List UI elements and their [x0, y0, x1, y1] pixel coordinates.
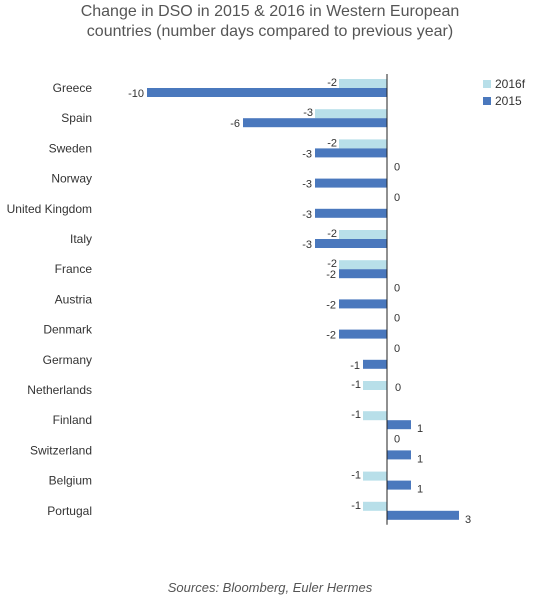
- data-label-2015-belgium: 1: [417, 484, 423, 496]
- data-label-2016f-france: -2: [327, 258, 337, 270]
- category-label-finland: Finland: [53, 413, 92, 427]
- category-label-spain: Spain: [61, 111, 92, 125]
- category-label-netherlands: Netherlands: [27, 383, 92, 397]
- data-label-2016f-germany: 0: [394, 343, 400, 355]
- bar-2015-italy: [315, 239, 387, 248]
- data-label-2015-finland: 1: [417, 423, 423, 435]
- category-label-united-kingdom: United Kingdom: [7, 202, 92, 216]
- data-label-2015-united-kingdom: -3: [302, 209, 312, 221]
- bar-2016f-sweden: [339, 139, 387, 149]
- data-label-2016f-italy: -2: [327, 228, 337, 240]
- bar-2015-austria: [339, 299, 387, 309]
- data-label-2015-norway: -3: [302, 179, 312, 191]
- data-label-2015-spain: -6: [230, 118, 240, 130]
- bar-2015-sweden: [315, 148, 387, 158]
- bar-2015-norway: [315, 178, 387, 188]
- category-label-denmark: Denmark: [43, 323, 93, 337]
- bar-2015-spain: [243, 118, 387, 128]
- category-label-italy: Italy: [70, 232, 92, 246]
- chart-title-line-2: countries (number days compared to previ…: [86, 23, 454, 40]
- data-label-2016f-denmark: 0: [394, 313, 400, 325]
- data-label-2015-italy: -3: [302, 239, 312, 251]
- source-note: Sources: Bloomberg, Euler Hermes: [167, 580, 373, 595]
- bar-2016f-portugal: [363, 501, 387, 511]
- bar-2015-finland: [387, 420, 411, 430]
- data-label-2016f-sweden: -2: [327, 137, 337, 149]
- data-label-2016f-belgium: -1: [351, 470, 361, 482]
- bar-2015-portugal: [387, 510, 459, 520]
- bar-2016f-greece: [339, 79, 387, 88]
- category-label-norway: Norway: [51, 172, 92, 186]
- bar-2016f-belgium: [363, 471, 387, 481]
- category-label-sweden: Sweden: [49, 141, 92, 155]
- data-label-2016f-netherlands: -1: [351, 379, 361, 391]
- legend-label-2016f: 2016f: [495, 77, 526, 91]
- data-label-2015-france: -2: [326, 269, 336, 281]
- bar-2016f-netherlands: [363, 381, 387, 390]
- category-label-switzerland: Switzerland: [30, 443, 92, 457]
- data-label-2016f-united-kingdom: 0: [394, 192, 400, 204]
- category-label-austria: Austria: [55, 292, 93, 306]
- bar-2015-denmark: [339, 329, 387, 339]
- category-label-belgium: Belgium: [49, 474, 92, 488]
- data-label-2015-switzerland: 1: [417, 453, 423, 465]
- data-label-2016f-portugal: -1: [351, 500, 361, 512]
- chart-title-line-1: Change in DSO in 2015 & 2016 in Western …: [80, 3, 460, 20]
- legend-swatch-2016f: [483, 80, 491, 88]
- category-label-france: France: [55, 262, 93, 276]
- data-label-2016f-austria: 0: [394, 282, 400, 294]
- chart-title: Change in DSO in 2015 & 2016 in Western …: [0, 2, 540, 42]
- data-label-2015-greece: -10: [128, 88, 144, 100]
- bar-2016f-spain: [315, 109, 387, 119]
- data-label-2016f-norway: 0: [394, 162, 400, 174]
- data-label-2015-sweden: -3: [302, 148, 312, 160]
- data-label-2016f-finland: -1: [351, 409, 361, 421]
- data-label-2015-portugal: 3: [465, 514, 471, 526]
- legend-label-2015: 2015: [495, 94, 522, 108]
- data-label-2015-netherlands: 0: [395, 382, 401, 394]
- data-label-2015-germany: -1: [350, 360, 360, 372]
- bar-2016f-france: [339, 260, 387, 270]
- bar-2015-germany: [363, 359, 387, 369]
- data-label-2016f-greece: -2: [327, 77, 337, 89]
- data-label-2016f-switzerland: 0: [394, 433, 400, 445]
- bar-2015-belgium: [387, 480, 411, 490]
- bar-2016f-italy: [339, 230, 387, 239]
- bar-2016f-finland: [363, 411, 387, 421]
- category-label-germany: Germany: [43, 353, 92, 367]
- bar-2015-switzerland: [387, 450, 411, 460]
- bar-2015-france: [339, 269, 387, 279]
- bar-2015-united-kingdom: [315, 208, 387, 218]
- category-label-portugal: Portugal: [47, 504, 92, 518]
- data-label-2015-austria: -2: [326, 299, 336, 311]
- category-label-greece: Greece: [53, 81, 93, 95]
- data-label-2016f-spain: -3: [303, 107, 313, 119]
- legend-swatch-2015: [483, 97, 491, 105]
- data-label-2015-denmark: -2: [326, 330, 336, 342]
- bar-2015-greece: [147, 88, 387, 97]
